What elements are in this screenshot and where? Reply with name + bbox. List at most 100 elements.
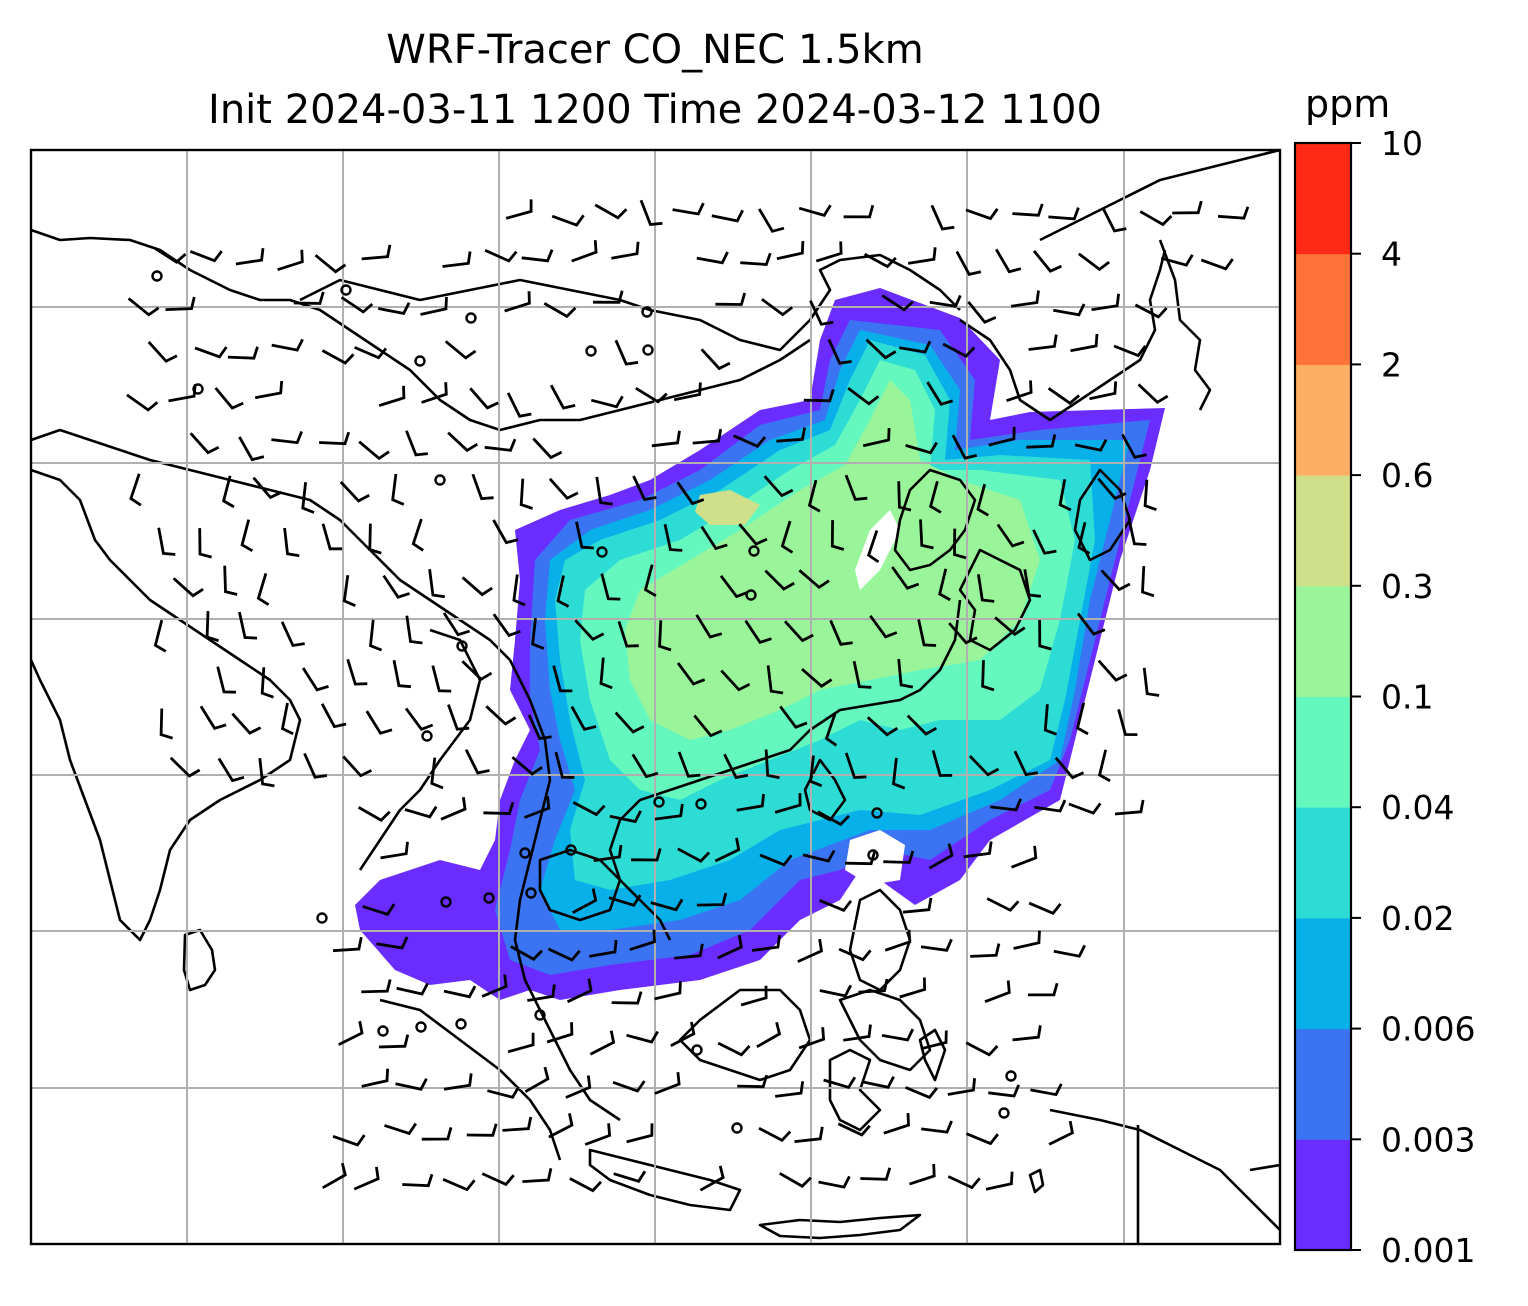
wind-barb <box>965 207 999 221</box>
wind-barb <box>485 705 517 726</box>
wind-barb <box>798 1027 826 1050</box>
wind-barb <box>643 564 657 598</box>
wind-barb <box>817 810 850 827</box>
wind-barb <box>189 250 223 263</box>
wind-barb <box>883 1113 910 1135</box>
wind-barb <box>481 1172 515 1187</box>
calm-wind-marker <box>377 1025 389 1037</box>
wind-barb <box>548 477 579 500</box>
wind-barb <box>1076 612 1106 636</box>
wind-barb <box>723 753 749 780</box>
wind-barb <box>692 428 723 445</box>
wind-barb <box>522 1168 553 1183</box>
wind-barb <box>717 934 743 960</box>
calm-wind-marker <box>414 355 426 367</box>
wind-barb <box>798 204 832 218</box>
wind-barb <box>466 1123 498 1137</box>
wind-barb <box>819 899 853 913</box>
wind-barb <box>947 1175 981 1190</box>
wind-barb <box>1077 521 1091 555</box>
calm-wind-marker <box>316 912 328 924</box>
calm-wind-marker <box>192 383 204 395</box>
wind-barb <box>626 1123 654 1144</box>
wind-barb <box>280 621 305 648</box>
wind-barb <box>321 523 343 551</box>
wind-barb <box>512 574 526 607</box>
wind-barb <box>1013 930 1041 950</box>
wind-barb <box>629 929 656 952</box>
wind-barb <box>696 892 728 907</box>
wind-barb <box>891 566 920 590</box>
wind-barb <box>571 240 598 263</box>
wind-barb <box>521 249 554 263</box>
wind-barb <box>256 572 270 606</box>
wind-barb <box>168 384 197 403</box>
wind-barb <box>965 1041 999 1057</box>
wind-barb <box>391 473 405 506</box>
wind-barb <box>484 249 518 263</box>
wind-barb <box>527 984 556 1002</box>
wind-barb <box>670 1021 696 1047</box>
wind-barb <box>758 1126 792 1143</box>
calm-wind-marker <box>415 1021 427 1033</box>
wind-barb <box>421 1127 453 1141</box>
wind-barb <box>546 1022 574 1044</box>
wind-barb <box>523 796 551 819</box>
wind-barb <box>988 426 1016 447</box>
wind-barb <box>575 521 594 550</box>
wind-barb <box>981 660 995 692</box>
wind-barb <box>1100 569 1131 592</box>
calm-wind-marker <box>745 589 757 601</box>
wind-barb <box>881 1028 915 1042</box>
wind-barb <box>361 244 392 261</box>
calm-wind-marker <box>483 892 495 904</box>
wind-barb <box>599 657 613 690</box>
tracer-level-0.1 <box>625 380 1040 740</box>
wind-barb <box>502 1116 533 1132</box>
calm-wind-marker <box>695 798 707 810</box>
wind-barb <box>321 349 355 365</box>
wind-barb <box>505 199 533 220</box>
wind-barb <box>843 204 875 219</box>
wind-barb <box>322 1162 347 1190</box>
wind-barb <box>303 752 328 779</box>
wind-barb <box>775 1081 805 1098</box>
wind-barb <box>572 801 606 817</box>
wind-barb <box>674 943 704 960</box>
wind-barb <box>543 302 577 319</box>
calm-wind-marker <box>565 844 577 856</box>
wind-barb <box>926 381 954 406</box>
wind-barb <box>654 981 682 1001</box>
wind-barb <box>511 756 543 776</box>
wind-barb <box>1048 1120 1074 1146</box>
calm-wind-marker <box>1005 1070 1017 1082</box>
wind-barb <box>444 340 477 360</box>
wind-barb <box>551 214 585 227</box>
calm-wind-marker <box>641 306 653 318</box>
wind-barb <box>484 438 517 452</box>
wind-barb <box>938 568 951 602</box>
wind-barb <box>651 430 681 448</box>
wind-barb <box>714 837 741 863</box>
wind-barb <box>549 384 576 410</box>
map-frame <box>29 148 1282 1246</box>
wind-barb <box>843 1024 872 1042</box>
wind-barb <box>524 1066 550 1093</box>
wind-barb <box>994 616 1026 637</box>
wind-barb <box>1011 290 1040 308</box>
wind-barb <box>757 208 785 233</box>
wind-barb <box>240 519 254 553</box>
wind-barb <box>984 980 1011 1004</box>
wind-barb <box>693 714 723 738</box>
wind-barb <box>492 613 521 638</box>
wind-barb <box>677 751 701 778</box>
wind-barb <box>907 247 937 265</box>
wind-barb <box>715 292 747 306</box>
wind-barb <box>626 1030 659 1044</box>
wind-barb <box>921 1120 953 1134</box>
wind-barb <box>802 849 836 863</box>
wind-barb <box>260 667 274 699</box>
calm-wind-marker <box>421 730 433 742</box>
calm-wind-marker <box>998 1107 1010 1119</box>
wind-barb <box>929 294 962 308</box>
